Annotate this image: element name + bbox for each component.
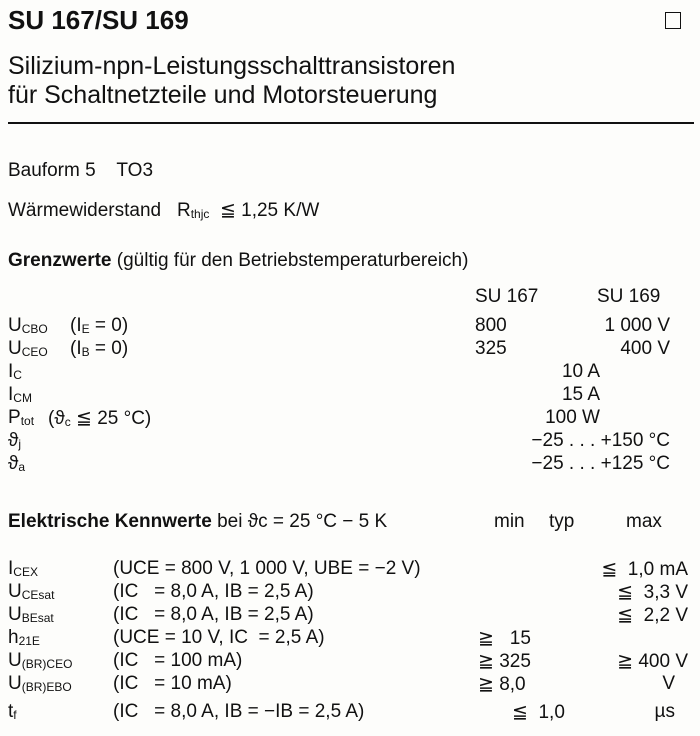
value-common: 15 A [561,384,600,405]
kennwert-condition: (IC = 100 mA) [113,650,243,671]
col-typ: typ [549,511,575,532]
value-max: ≦ 1,0 mA [601,559,688,580]
kennwerte-heading: Elektrische Kennwerte bei ϑc = 25 °C − 5… [8,511,388,532]
value-min: ≧ 15 [478,628,531,649]
col-su167: SU 167 [475,286,539,307]
thermal-resistance: Wärmewiderstand Rthjc ≦ 1,25 K/W [8,200,320,221]
value-max: ≦ 3,3 V [617,582,688,603]
kennwert-condition: (UCE = 10 V, IC = 2,5 A) [113,627,325,648]
value-min: ≧ 8,0 [478,674,526,695]
col-max: max [626,511,662,532]
kennwert-symbol: U(BR)EBO [8,673,72,694]
value-common: 100 W [545,407,600,428]
grenzwerte-heading: Grenzwerte (gültig für den Betriebstempe… [8,250,469,271]
subtitle-line-1: Silizium-npn-Leistungsschalttransistoren [8,52,456,80]
subtitle-line-2: für Schaltnetzteile und Motorsteuerung [8,81,438,109]
kennwert-symbol: ICEX [8,558,38,579]
title: SU 167/SU 169 [8,5,189,35]
value-common: −25 . . . +125 °C [531,453,670,474]
value-su167: 325 [475,338,507,359]
kennwert-symbol: h21E [8,627,40,648]
col-su169: SU 169 [597,286,661,307]
grenz-condition: (IE = 0) [70,315,129,336]
kennwert-condition: (IC = 10 mA) [113,673,232,694]
value-max: V [662,673,675,694]
grenz-symbol: ϑa [8,453,26,474]
value-su169: 1 000 V [604,315,671,336]
divider [8,122,694,124]
value-max: ≧ 400 V [617,651,688,672]
grenz-symbol: Ptot [8,407,35,428]
col-min: min [494,511,525,532]
value-max: µs [654,701,675,722]
value-max: ≦ 2,2 V [617,605,688,626]
value-common: −25 . . . +150 °C [531,430,670,451]
grenz-symbol: ϑj [8,430,22,451]
kennwert-symbol: U(BR)CEO [8,650,73,671]
grenz-condition: (IB = 0) [70,338,129,359]
grenz-symbol: IC [8,361,22,382]
grenz-condition: (ϑc ≦ 25 °C) [48,408,152,429]
value-su167: 800 [475,315,507,336]
kennwert-condition: (IC = 8,0 A, IB = 2,5 A) [113,604,314,625]
grenz-symbol: ICM [8,384,32,405]
kennwert-symbol: UBEsat [8,604,54,625]
grenz-symbol: UCEO [8,338,48,359]
value-su169: 400 V [620,338,670,359]
kennwert-condition: (IC = 8,0 A, IB = −IB = 2,5 A) [113,701,365,722]
kennwert-symbol: tf [8,701,17,722]
value-typ: ≦ 1,0 [512,702,565,723]
value-min: ≧ 325 [478,651,531,672]
kennwert-condition: (IC = 8,0 A, IB = 2,5 A) [113,581,314,602]
grenz-symbol: UCBO [8,315,48,336]
bauform: Bauform 5 TO3 [8,160,154,181]
value-common: 10 A [561,361,600,382]
kennwert-symbol: UCEsat [8,581,55,602]
checkbox[interactable] [665,12,681,29]
kennwert-condition: (UCE = 800 V, 1 000 V, UBE = −2 V) [113,558,421,579]
